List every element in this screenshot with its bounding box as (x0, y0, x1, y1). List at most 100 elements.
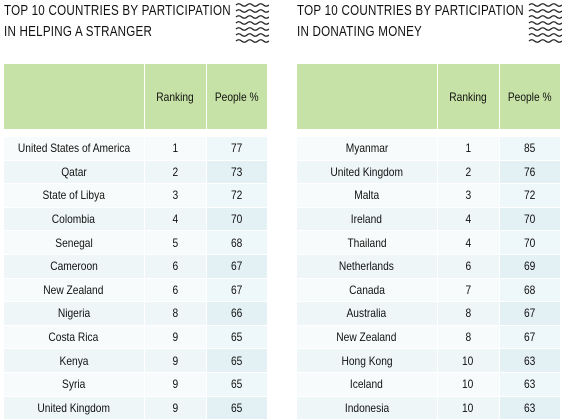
table-row: Qatar 2 73 (4, 160, 267, 185)
cell-ranking: 1 (144, 137, 207, 161)
cell-country: Iceland (297, 372, 438, 397)
cell-country: Canada (297, 278, 438, 303)
header-ranking: Ranking (437, 64, 500, 129)
cell-people-percent: 65 (206, 372, 267, 397)
table-row: Colombia 4 70 (4, 207, 267, 232)
cell-ranking: 4 (437, 207, 500, 232)
cell-people-percent: 69 (499, 254, 560, 279)
header-ranking: Ranking (144, 64, 207, 129)
cell-country: Kenya (4, 348, 145, 373)
cell-ranking: 4 (437, 230, 500, 255)
table-row: Costa Rica 9 65 (4, 325, 267, 350)
cell-people-percent: 70 (206, 207, 267, 232)
cell-ranking: 9 (144, 348, 207, 373)
wavy-lines-icon (235, 3, 269, 43)
table-row: Ireland 4 70 (297, 207, 560, 232)
cell-ranking: 8 (144, 301, 207, 326)
cell-country: Senegal (4, 230, 145, 255)
cell-people-percent: 73 (206, 160, 267, 185)
cell-country: Myanmar (297, 137, 438, 161)
cell-country: New Zealand (4, 278, 145, 303)
cell-people-percent: 66 (206, 301, 267, 326)
table-header-row: Ranking People % (297, 64, 560, 129)
cell-people-percent: 77 (206, 137, 267, 161)
cell-ranking: 6 (437, 254, 500, 279)
table-row: State of Libya 3 72 (4, 183, 267, 208)
cell-people-percent: 68 (206, 230, 267, 255)
cell-ranking: 9 (144, 372, 207, 397)
table-row: Netherlands 6 69 (297, 254, 560, 279)
cell-country: Qatar (4, 160, 145, 185)
title-line-1: TOP 10 COUNTRIES BY PARTICIPATION (297, 3, 524, 19)
panel-title: TOP 10 COUNTRIES BY PARTICIPATION IN HEL… (4, 1, 231, 43)
title-block: TOP 10 COUNTRIES BY PARTICIPATION IN DON… (297, 0, 562, 64)
title-line-2: IN HELPING A STRANGER (4, 24, 153, 40)
cell-ranking: 10 (437, 372, 500, 397)
table-row: Iceland 10 63 (297, 372, 560, 397)
ranking-table: Ranking People % United States of Americ… (4, 64, 267, 420)
table-row: Senegal 5 68 (4, 230, 267, 255)
title-line-1: TOP 10 COUNTRIES BY PARTICIPATION (4, 3, 231, 19)
cell-ranking: 6 (144, 278, 207, 303)
header-country (4, 64, 145, 129)
cell-people-percent: 70 (499, 207, 560, 232)
cell-ranking: 5 (144, 230, 207, 255)
cell-people-percent: 65 (206, 348, 267, 373)
cell-people-percent: 67 (206, 254, 267, 279)
cell-ranking: 10 (437, 348, 500, 373)
cell-country: Malta (297, 183, 438, 208)
table-row: Syria 9 65 (4, 372, 267, 397)
cell-people-percent: 72 (206, 183, 267, 208)
table-row: United Kingdom 2 76 (297, 160, 560, 185)
table-row: Thailand 4 70 (297, 230, 560, 255)
panel-helping-stranger: TOP 10 COUNTRIES BY PARTICIPATION IN HEL… (4, 0, 269, 420)
cell-people-percent: 63 (499, 372, 560, 397)
wavy-lines-icon (528, 3, 562, 43)
cell-ranking: 8 (437, 301, 500, 326)
cell-ranking: 2 (437, 160, 500, 185)
table-row: Canada 7 68 (297, 278, 560, 303)
cell-country: United States of America (4, 137, 145, 161)
cell-ranking: 3 (437, 183, 500, 208)
cell-ranking: 3 (144, 183, 207, 208)
cell-country: United Kingdom (297, 160, 438, 185)
table-row: Australia 8 67 (297, 301, 560, 326)
cell-people-percent: 70 (499, 230, 560, 255)
ranking-table: Ranking People % Myanmar 1 85 United Kingdo… (297, 64, 560, 420)
cell-people-percent: 63 (499, 348, 560, 373)
cell-ranking: 2 (144, 160, 207, 185)
cell-country: Costa Rica (4, 325, 145, 350)
cell-country: Nigeria (4, 301, 145, 326)
table-row: Nigeria 8 66 (4, 301, 267, 326)
table-row: Cameroon 6 67 (4, 254, 267, 279)
table-row: Malta 3 72 (297, 183, 560, 208)
cell-people-percent: 76 (499, 160, 560, 185)
cell-people-percent: 65 (206, 325, 267, 350)
cell-country: Australia (297, 301, 438, 326)
cell-ranking: 7 (437, 278, 500, 303)
table-row: United States of America 1 77 (4, 137, 267, 161)
header-country (297, 64, 438, 129)
cell-country: Ireland (297, 207, 438, 232)
cell-country: Colombia (4, 207, 145, 232)
cell-ranking: 1 (437, 137, 500, 161)
title-line-2: IN DONATING MONEY (297, 24, 423, 40)
table-row: New Zealand 6 67 (4, 278, 267, 303)
header-people-percent: People % (206, 64, 267, 129)
cell-country: Cameroon (4, 254, 145, 279)
table-header-row: Ranking People % (4, 64, 267, 129)
table-row: Myanmar 1 85 (297, 137, 560, 161)
cell-people-percent: 85 (499, 137, 560, 161)
table-row: New Zealand 8 67 (297, 325, 560, 350)
cell-people-percent: 67 (499, 325, 560, 350)
cell-country: Hong Kong (297, 348, 438, 373)
panel-title: TOP 10 COUNTRIES BY PARTICIPATION IN DON… (297, 1, 524, 43)
cell-ranking: 8 (437, 325, 500, 350)
spacer-row (4, 129, 267, 137)
cell-people-percent: 67 (499, 301, 560, 326)
cell-country: New Zealand (297, 325, 438, 350)
cell-people-percent: 68 (499, 278, 560, 303)
spacer-row (297, 129, 560, 137)
table-row: Kenya 9 65 (4, 348, 267, 373)
cell-ranking: 6 (144, 254, 207, 279)
